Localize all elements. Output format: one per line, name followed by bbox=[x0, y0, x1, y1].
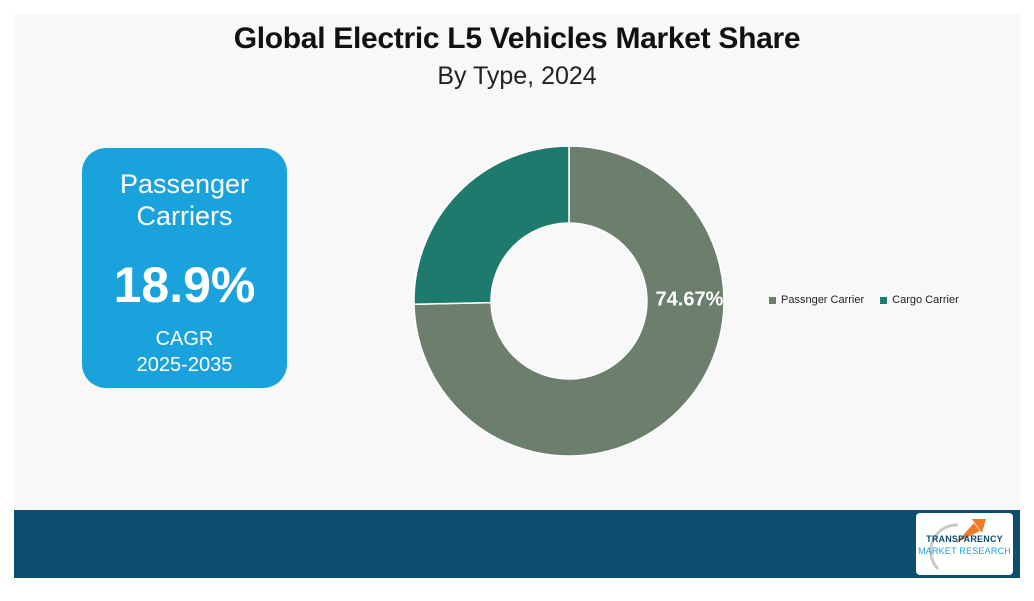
logo-text-line2: MARKET RESEARCH bbox=[918, 546, 1011, 556]
legend-label-cargo: Cargo Carrier bbox=[892, 294, 959, 306]
kpi-label: Passenger Carriers bbox=[119, 169, 250, 231]
kpi-value: 18.9% bbox=[113, 257, 256, 313]
logo-arrow-icon bbox=[929, 519, 986, 571]
legend-swatch-cargo bbox=[880, 296, 888, 304]
kpi-metric: CAGR bbox=[155, 328, 214, 350]
legend-swatch-passenger bbox=[769, 296, 776, 304]
kpi-card: Passenger Carriers 18.9% CAGR 2025-2035 bbox=[82, 148, 287, 388]
chart-title: Global Electric L5 Vehicles Market Share bbox=[233, 22, 801, 55]
legend-item-passenger: Passnger Carrier bbox=[769, 294, 864, 306]
logo-text-line1: TRANSPARENCY bbox=[926, 534, 1003, 544]
kpi-period: 2025-2035 bbox=[136, 354, 233, 376]
legend-label-passenger: Passnger Carrier bbox=[781, 294, 865, 306]
chart-legend: Passnger Carrier Cargo Carrier bbox=[769, 294, 959, 306]
chart-subtitle: By Type, 2024 bbox=[437, 62, 597, 90]
legend-item-cargo: Cargo Carrier bbox=[880, 294, 959, 306]
footer-band bbox=[14, 510, 1020, 578]
company-logo: TRANSPARENCY MARKET RESEARCH bbox=[916, 513, 1013, 575]
